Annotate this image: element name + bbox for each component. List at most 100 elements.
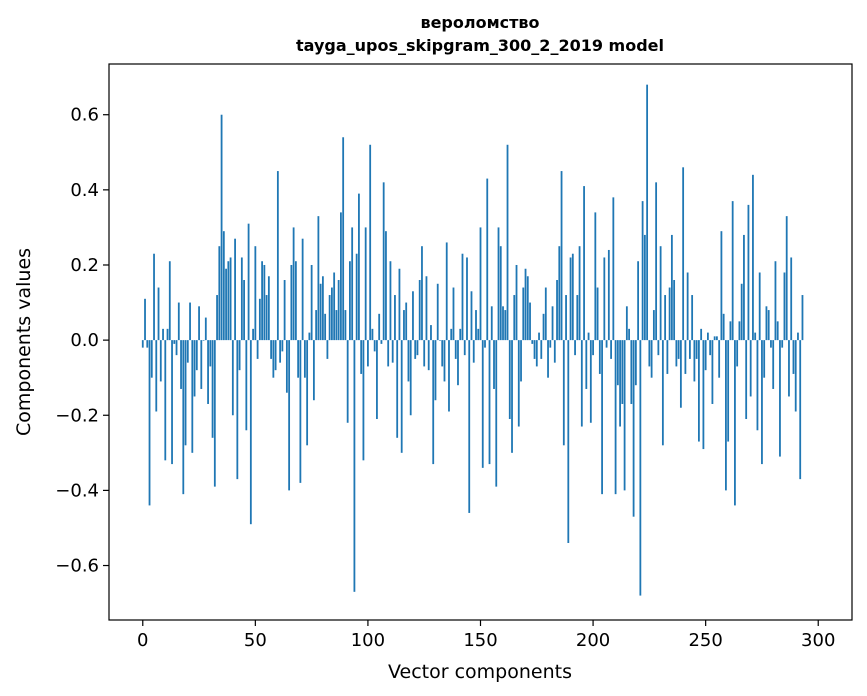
bar [243, 280, 245, 341]
bar [337, 280, 340, 341]
bar [204, 317, 207, 341]
bar [632, 340, 635, 517]
bar [222, 231, 225, 341]
bar [517, 340, 520, 427]
bar [421, 246, 423, 341]
bar [189, 302, 191, 341]
bar [436, 283, 439, 341]
bar [616, 340, 619, 386]
bar [745, 340, 748, 420]
bar [333, 272, 336, 341]
bar [657, 340, 660, 356]
bar [407, 340, 410, 382]
bar [774, 261, 777, 341]
bar [396, 340, 399, 438]
bar [173, 340, 176, 344]
bar [605, 340, 608, 348]
bar [166, 328, 169, 341]
bar [162, 328, 164, 341]
bar [538, 332, 540, 341]
bar [490, 306, 493, 341]
bar [479, 227, 482, 341]
bar [601, 340, 603, 495]
bar [198, 306, 200, 341]
bar [466, 257, 468, 341]
bar [414, 340, 417, 359]
bar [249, 340, 252, 525]
bar [758, 272, 761, 341]
bar [141, 340, 144, 348]
bar [486, 178, 489, 341]
bar [195, 340, 198, 371]
bar [254, 246, 257, 341]
bar [369, 144, 372, 341]
bar [202, 340, 205, 341]
bar [682, 167, 685, 341]
bar [211, 340, 214, 438]
bar [740, 283, 743, 341]
bar [743, 234, 745, 341]
bar [364, 227, 367, 341]
bar [556, 280, 558, 341]
bar [790, 257, 793, 341]
bar [677, 340, 680, 359]
bar [353, 340, 356, 592]
bar [589, 340, 592, 423]
bar [157, 287, 160, 341]
chart-title: вероломство [420, 13, 539, 32]
bar [506, 144, 509, 341]
bar [655, 182, 658, 341]
bar [146, 340, 149, 348]
bar [747, 204, 750, 341]
bar [378, 313, 381, 341]
bar [558, 246, 561, 341]
bar [772, 340, 775, 389]
bar [308, 332, 311, 341]
bar [180, 340, 182, 389]
bar [700, 328, 703, 341]
x-tick-label: 300 [801, 630, 835, 651]
bar [524, 268, 527, 341]
bar-series [141, 84, 804, 596]
bar [547, 340, 549, 378]
bar [562, 340, 565, 446]
bar [614, 340, 617, 495]
bar [470, 291, 473, 341]
bar [454, 340, 457, 359]
bar [319, 283, 322, 341]
bar [445, 242, 448, 341]
bar [398, 268, 401, 341]
x-axis-label: Vector components [388, 661, 572, 683]
bar [292, 227, 295, 341]
x-tick-label: 200 [576, 630, 610, 651]
bar [403, 310, 405, 341]
bar [497, 227, 500, 341]
bar [770, 340, 772, 348]
bar [380, 340, 383, 344]
bar [461, 253, 464, 341]
bar [641, 201, 644, 341]
bar [756, 340, 759, 431]
y-tick-label: −0.6 [55, 556, 99, 577]
bar [571, 253, 574, 341]
bar [342, 137, 345, 341]
bar [499, 246, 502, 341]
bar [580, 340, 583, 427]
bar [749, 340, 752, 397]
bar [679, 340, 682, 408]
bar [488, 340, 491, 465]
bar [569, 257, 572, 341]
bar [526, 276, 529, 341]
bar [229, 257, 232, 341]
bar [767, 310, 770, 341]
bar [718, 340, 721, 378]
bar [312, 340, 315, 401]
bar [738, 321, 741, 341]
bar [256, 340, 259, 359]
bar [416, 340, 419, 356]
bar [619, 340, 621, 427]
bar [763, 340, 766, 378]
bar [218, 246, 221, 341]
bar [326, 340, 329, 359]
bar [799, 340, 802, 480]
